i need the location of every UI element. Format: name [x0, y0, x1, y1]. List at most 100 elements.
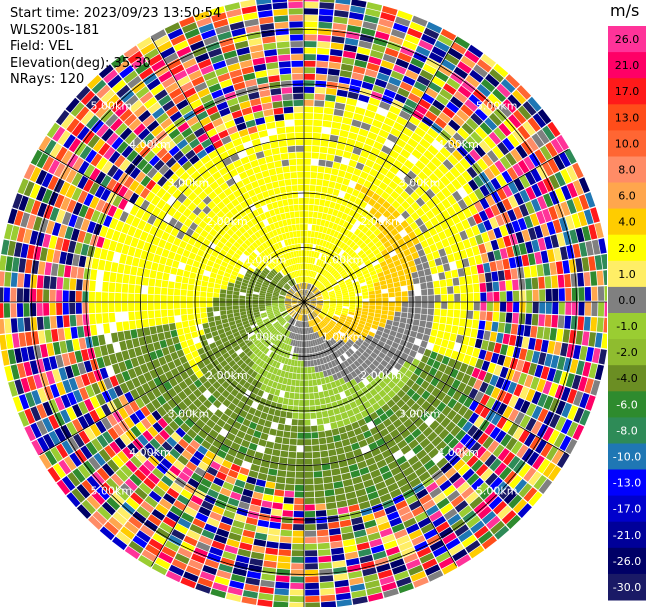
velocity-gate: [282, 404, 288, 411]
velocity-gate: [369, 302, 375, 305]
velocity-gate: [330, 175, 337, 182]
velocity-gate: [281, 523, 292, 530]
velocity-gate: [51, 263, 58, 276]
velocity-gate: [153, 254, 161, 263]
velocity-gate: [58, 264, 65, 276]
velocity-gate: [313, 465, 322, 472]
velocity-gate: [496, 333, 504, 344]
velocity-gate: [468, 257, 476, 267]
velocity-gate: [420, 283, 427, 290]
velocity-gate: [58, 328, 65, 341]
velocity-gate: [543, 263, 550, 276]
velocity-gate: [318, 166, 325, 173]
velocity-gate: [382, 302, 388, 306]
velocity-gate: [276, 430, 283, 437]
velocity-gate: [362, 308, 368, 312]
velocity-gate: [315, 87, 326, 94]
velocity-gate: [459, 277, 466, 285]
velocity-gate: [320, 588, 334, 595]
velocity-gate: [188, 278, 195, 285]
velocity-gate: [90, 325, 97, 336]
velocity-gate: [316, 61, 328, 68]
velocity-gate: [483, 331, 490, 341]
velocity-gate: [291, 426, 298, 432]
velocity-gate: [227, 310, 233, 314]
velocity-gate: [519, 279, 526, 290]
velocity-gate: [435, 258, 443, 266]
velocity-gate: [375, 310, 381, 314]
velocity-gate: [519, 313, 526, 324]
velocity-gate: [264, 448, 273, 455]
velocity-gate: [44, 316, 51, 329]
velocity-gate: [161, 310, 167, 317]
velocity-gate: [181, 315, 188, 322]
velocity-gate: [239, 299, 245, 302]
velocity-gate: [552, 289, 558, 301]
velocity-gate: [438, 272, 445, 280]
velocity-gate: [392, 277, 399, 283]
velocity-gate: [321, 595, 336, 602]
velocity-gate: [267, 535, 279, 542]
velocity-gate: [95, 303, 101, 313]
velocity-gate: [491, 271, 498, 281]
velocity-gate: [428, 295, 434, 301]
velocity-gate: [512, 313, 519, 324]
velocity-gate: [479, 321, 486, 330]
velocity-gate: [256, 424, 264, 432]
velocity-gate: [66, 253, 74, 265]
velocity-gate: [287, 405, 293, 412]
velocity-gate: [316, 504, 326, 511]
velocity-gate: [340, 433, 348, 441]
velocity-gate: [522, 337, 530, 349]
velocity-gate: [276, 477, 285, 484]
velocity-gate: [307, 237, 310, 243]
velocity-gate: [314, 392, 319, 399]
velocity-gate: [180, 303, 186, 309]
velocity-gate: [343, 304, 349, 306]
velocity-gate: [317, 523, 328, 530]
velocity-gate: [334, 573, 348, 581]
velocity-gate: [311, 432, 318, 438]
velocity-gate: [280, 451, 288, 458]
velocity-gate: [511, 324, 518, 335]
velocity-gate: [291, 570, 304, 576]
velocity-gate: [164, 266, 171, 274]
velocity-gate: [314, 205, 319, 211]
velocity-gate: [506, 280, 513, 290]
velocity-gate: [299, 394, 304, 400]
velocity-gate: [410, 266, 417, 273]
velocity-gate: [289, 445, 297, 451]
velocity-gate: [305, 433, 312, 439]
velocity-gate: [310, 179, 316, 185]
velocity-gate: [50, 316, 57, 329]
velocity-gate: [538, 314, 545, 326]
velocity-gate: [0, 335, 7, 350]
velocity-gate: [122, 303, 128, 312]
velocity-gate: [197, 268, 204, 275]
velocity-gate: [161, 288, 167, 295]
velocity-gate: [296, 459, 304, 465]
velocity-gate: [340, 466, 350, 474]
velocity-gate: [207, 312, 214, 317]
velocity-gate: [311, 426, 318, 432]
velocity-gate: [262, 567, 276, 575]
velocity-gate: [258, 520, 270, 528]
velocity-gate: [490, 261, 498, 271]
velocity-gate: [83, 280, 90, 291]
velocity-gate: [509, 335, 517, 346]
velocity-gate: [310, 185, 316, 191]
velocity-gate: [538, 277, 545, 289]
velocity-gate: [446, 279, 453, 287]
velocity-gate: [240, 308, 246, 312]
velocity-gate: [335, 102, 346, 110]
velocity-gate: [300, 341, 302, 347]
velocity-gate: [4, 319, 11, 334]
velocity-gate: [156, 272, 163, 280]
velocity-gate: [328, 449, 336, 456]
velocity-gate: [451, 270, 458, 278]
velocity-gate: [313, 386, 318, 392]
velocity-gate: [150, 326, 157, 334]
velocity-gate: [559, 302, 565, 315]
velocity-gate: [339, 77, 351, 85]
